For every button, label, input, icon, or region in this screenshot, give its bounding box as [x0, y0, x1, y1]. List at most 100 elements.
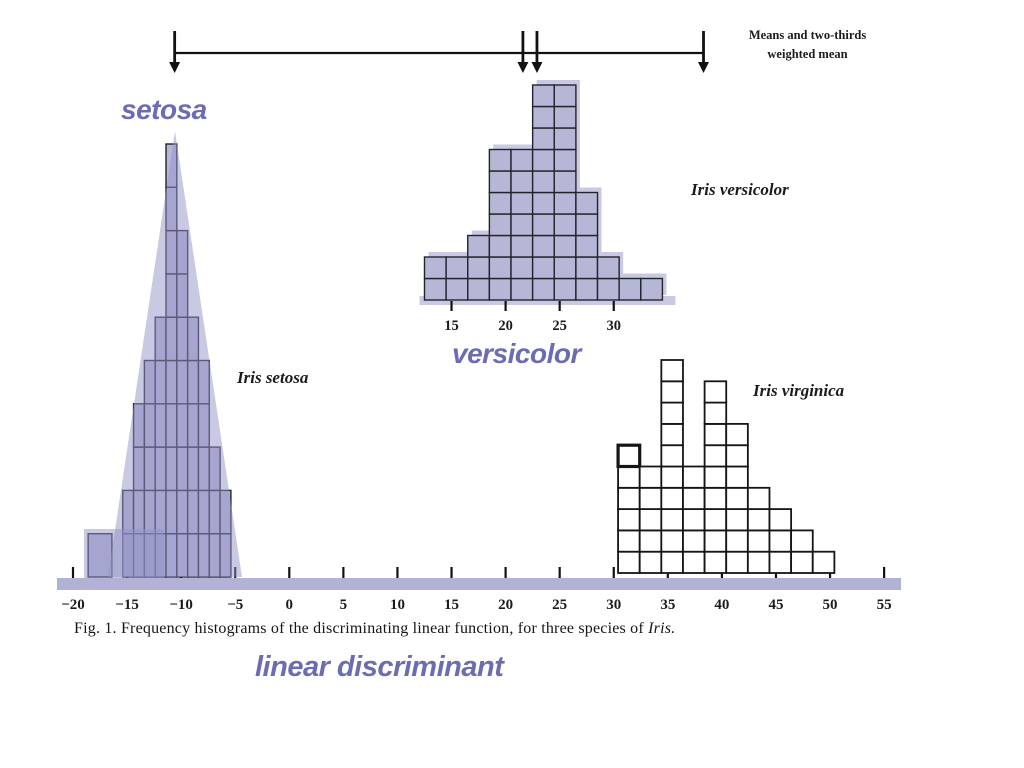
histogram-cell — [488, 213, 512, 237]
histogram-cell — [553, 234, 577, 258]
mini-axis-tick-label: 20 — [498, 318, 513, 334]
histogram-cell — [660, 444, 684, 468]
setosa-shading-overlay — [84, 131, 242, 578]
histogram-cell — [531, 213, 555, 237]
histogram-cell — [510, 256, 534, 280]
mini-axis-tick-label: 30 — [607, 318, 622, 334]
axis-tick-label: −5 — [227, 597, 243, 613]
main-axis: −20 −15 −10 −5 0 5 10 15 20 25 30 35 40 45 50 55 — [57, 567, 901, 613]
histogram-cell — [660, 529, 684, 553]
axis-tick-label: 25 — [552, 597, 567, 613]
axis-tick-label: 55 — [877, 597, 892, 613]
histogram-cell — [553, 84, 577, 108]
histogram-cell — [531, 170, 555, 194]
histogram-cell — [488, 277, 512, 301]
histogram-cell — [682, 465, 706, 489]
histogram-cell — [660, 508, 684, 532]
mean-arrow-head — [517, 62, 529, 73]
histogram-cell — [725, 529, 749, 553]
iris-versicolor-label: Iris versicolor — [691, 180, 789, 199]
histogram-cell — [768, 508, 793, 532]
figure-caption: Fig. 1. Frequency histograms of the disc… — [74, 620, 954, 638]
histogram-cell — [703, 444, 728, 468]
axis-tick-label: −10 — [169, 597, 193, 613]
histogram-cell — [617, 486, 641, 510]
histogram-cell — [553, 148, 577, 172]
histogram-cell — [617, 529, 641, 553]
histogram-cell — [423, 277, 447, 301]
histogram-cell — [703, 486, 728, 510]
histogram-cell — [682, 486, 706, 510]
histogram-cell — [746, 529, 771, 553]
histogram-cell — [725, 550, 749, 574]
histogram-cell — [640, 277, 664, 301]
caption-text: Fig. 1. Frequency histograms of the disc… — [74, 620, 649, 637]
histogram-cell — [445, 277, 469, 301]
histogram-cell — [423, 256, 447, 280]
histogram-cell — [510, 148, 534, 172]
iris-virginica-label: Iris virginica — [753, 381, 845, 400]
histogram-cell — [618, 277, 642, 301]
histogram-cell — [746, 508, 771, 532]
axis-tick-label: −15 — [115, 597, 139, 613]
histogram-cell — [553, 127, 577, 151]
histogram-cell — [682, 529, 706, 553]
histogram-cell — [575, 191, 599, 215]
histogram-cell — [531, 191, 555, 215]
axis-tick-label: −20 — [61, 597, 85, 613]
histogram-cell — [768, 550, 793, 574]
histogram-cell — [660, 550, 684, 574]
mean-arrow-head — [169, 62, 181, 73]
histogram-cell — [553, 277, 577, 301]
axis-tick-label: 10 — [390, 597, 405, 613]
histogram-cell — [575, 234, 599, 258]
histogram-cell — [790, 529, 814, 553]
histogram-cell — [660, 422, 684, 447]
histogram-cell — [703, 380, 728, 404]
axis-tick-label: 15 — [444, 597, 459, 613]
setosa-overlay-triangle — [108, 131, 242, 577]
versicolor-mini-axis: 15 20 25 30 — [444, 301, 621, 334]
histogram-cell — [510, 277, 534, 301]
histogram-cell — [488, 256, 512, 280]
histogram-cell — [660, 401, 684, 425]
histogram-cell — [638, 550, 663, 574]
histogram-cell — [725, 465, 749, 489]
histogram-cell — [510, 213, 534, 237]
histogram-cell — [746, 550, 771, 574]
histogram-cell — [660, 359, 684, 383]
means-legend-line1: Means and two-thirds — [748, 28, 867, 42]
histogram-cell — [510, 191, 534, 215]
iris-versicolor-histogram — [423, 84, 664, 301]
histogram-cell — [553, 256, 577, 280]
histogram-cell — [596, 277, 620, 301]
histogram-cell — [725, 422, 749, 447]
histogram-cell — [531, 256, 555, 280]
histogram-cell — [596, 256, 620, 280]
mean-arrow-head — [698, 62, 710, 73]
histogram-cell — [638, 529, 663, 553]
histogram-cell — [703, 465, 728, 489]
histogram-cell — [531, 127, 555, 151]
histogram-cell — [467, 277, 491, 301]
means-legend: Means and two-thirds weighted mean — [725, 26, 890, 65]
histogram-cell — [638, 508, 663, 532]
histogram-cell — [703, 508, 728, 532]
iris-virginica-histogram — [616, 359, 836, 574]
histogram-cell — [682, 550, 706, 574]
histogram-cell — [617, 550, 641, 574]
histogram-cell — [531, 277, 555, 301]
histogram-cell — [553, 191, 577, 215]
mean-arrow-head — [531, 62, 543, 73]
histogram-cell — [617, 465, 641, 489]
annotation-versicolor-label: versicolor — [452, 338, 581, 369]
histogram-cell — [553, 213, 577, 237]
histogram-cell — [531, 148, 555, 172]
mini-axis-tick-label: 15 — [444, 318, 459, 334]
histogram-cell — [510, 234, 534, 258]
axis-purple-bar — [57, 578, 901, 590]
histogram-cell — [725, 444, 749, 468]
histogram-cell — [467, 234, 491, 258]
